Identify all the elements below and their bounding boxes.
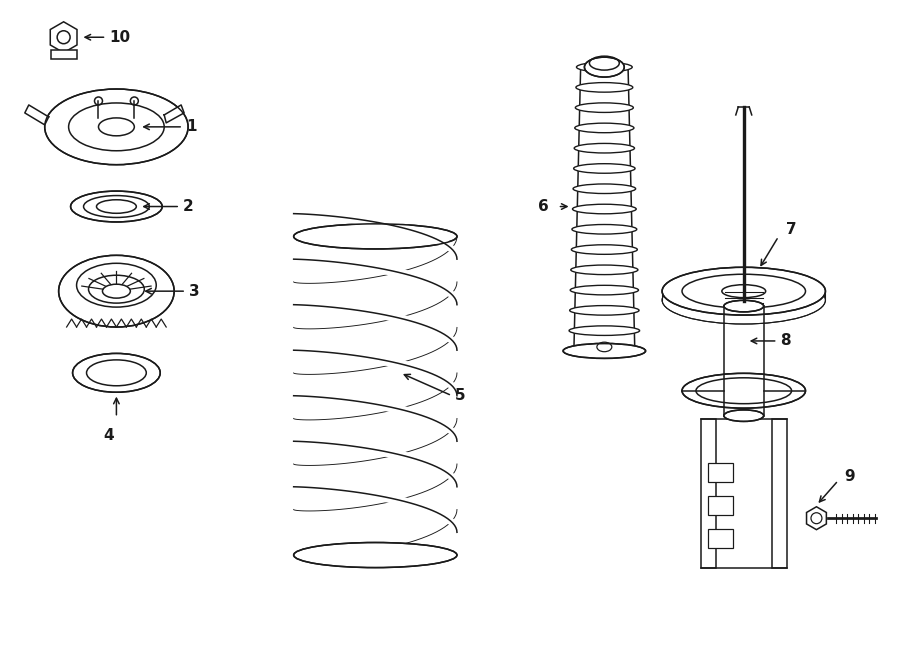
Ellipse shape [569,346,640,356]
Ellipse shape [563,344,645,358]
Ellipse shape [662,276,825,324]
Ellipse shape [571,286,638,295]
Text: 2: 2 [183,199,194,214]
Text: 7: 7 [786,222,796,237]
Polygon shape [164,105,184,123]
Ellipse shape [576,83,633,92]
Ellipse shape [573,184,635,194]
Text: 1: 1 [186,120,196,134]
Ellipse shape [45,89,188,165]
Ellipse shape [574,143,634,153]
Ellipse shape [572,225,637,234]
Text: 10: 10 [110,30,130,45]
Polygon shape [806,507,826,529]
Ellipse shape [58,255,175,327]
Ellipse shape [573,164,635,173]
Ellipse shape [577,62,632,72]
Text: 6: 6 [537,199,548,214]
Ellipse shape [575,123,634,133]
Ellipse shape [572,245,637,254]
Ellipse shape [73,354,160,392]
Bar [50,50,76,59]
Ellipse shape [70,191,162,222]
Ellipse shape [584,57,625,77]
Ellipse shape [293,224,457,249]
Ellipse shape [572,204,636,214]
Bar [708,496,733,515]
Bar [708,463,733,483]
Polygon shape [25,105,49,125]
Ellipse shape [569,326,640,335]
Text: 5: 5 [455,388,465,403]
Bar [708,529,733,548]
Ellipse shape [724,300,764,312]
Ellipse shape [682,373,806,408]
Ellipse shape [724,410,764,422]
Ellipse shape [575,103,634,112]
Text: 8: 8 [780,333,791,348]
Ellipse shape [293,543,457,568]
Ellipse shape [571,265,638,274]
Polygon shape [50,22,77,53]
Bar [701,418,716,568]
Text: 9: 9 [844,469,855,484]
Text: 4: 4 [104,428,113,443]
Ellipse shape [662,267,825,315]
Text: 3: 3 [189,284,200,299]
Ellipse shape [570,305,639,315]
Bar [771,418,787,568]
